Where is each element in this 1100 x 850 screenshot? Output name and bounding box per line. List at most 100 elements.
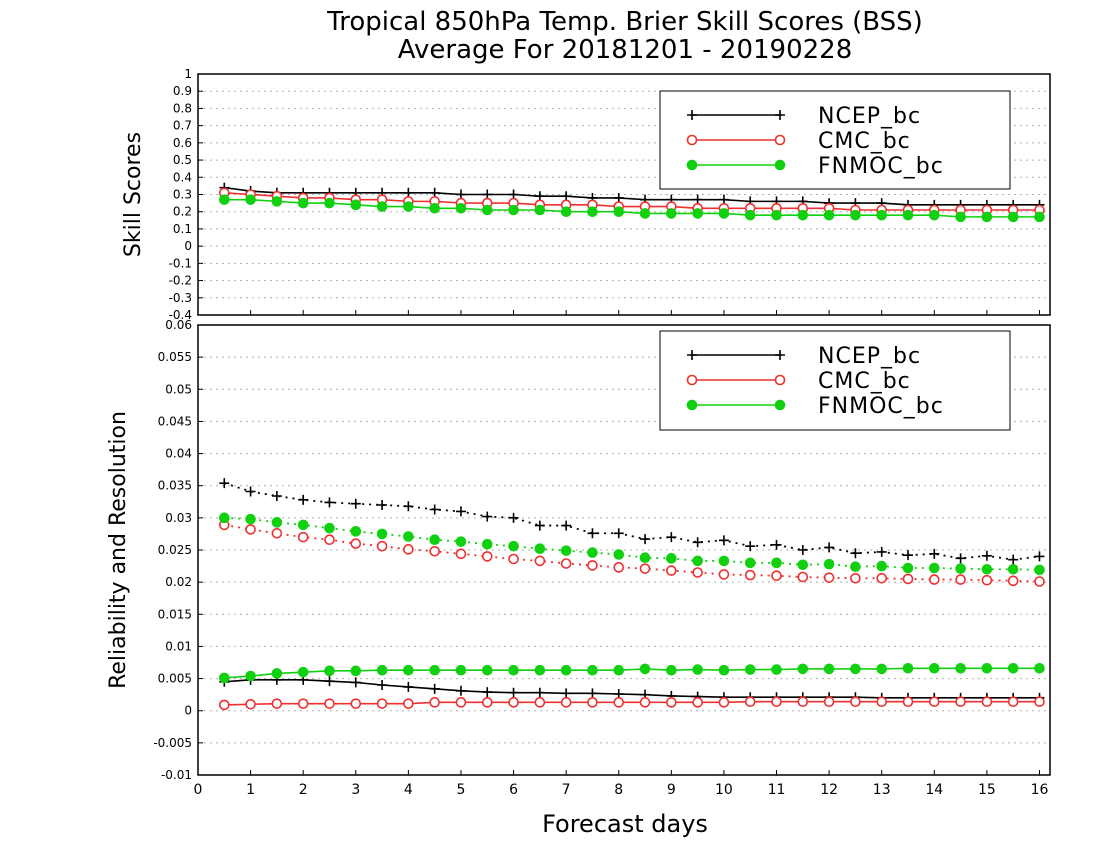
data-point	[613, 697, 625, 708]
data-point	[797, 209, 809, 221]
data-point	[718, 535, 729, 546]
data-point	[429, 683, 440, 694]
x-tick-label: 15	[978, 782, 996, 798]
y-tick-label: 0.025	[158, 543, 192, 557]
data-point	[928, 562, 940, 574]
legend-label: NCEP_bc	[818, 104, 921, 129]
data-point	[692, 555, 703, 567]
data-point	[587, 688, 598, 699]
data-point	[745, 541, 756, 552]
chart-title-line1: Tropical 850hPa Temp. Brier Skill Scores…	[326, 7, 923, 37]
legend-item-ncep: NCEP_bc	[687, 344, 920, 369]
y-tick-label: -0.005	[153, 736, 192, 750]
data-point	[455, 685, 466, 696]
y-tick-label: 0	[184, 704, 192, 718]
legend-marker	[775, 350, 785, 360]
data-point	[403, 501, 414, 512]
data-point	[324, 522, 335, 534]
data-point	[377, 500, 388, 510]
series-fnmoc-reliability	[218, 512, 1045, 576]
data-point	[666, 532, 677, 543]
data-point	[981, 550, 992, 561]
data-point	[823, 558, 835, 570]
data-point	[271, 196, 283, 207]
data-point	[876, 572, 888, 584]
data-point	[350, 665, 362, 677]
data-point	[744, 209, 756, 221]
y-tick-label: 0.04	[165, 447, 192, 461]
data-point	[981, 662, 993, 674]
data-point	[1007, 662, 1019, 674]
data-point	[771, 557, 782, 569]
x-tick-label: 2	[299, 782, 308, 798]
data-point	[613, 206, 625, 218]
data-point	[534, 520, 545, 531]
y-tick-label: 0.6	[173, 136, 192, 150]
data-point	[718, 555, 730, 567]
x-tick-label: 8	[614, 782, 623, 798]
data-point	[1008, 554, 1019, 565]
y-axis-label: Reliability and Resolution	[106, 411, 131, 689]
data-point	[850, 548, 861, 559]
y-tick-label: -0.01	[161, 768, 192, 782]
data-point	[350, 698, 362, 709]
data-point	[1034, 551, 1045, 562]
data-point	[508, 204, 519, 216]
data-point	[692, 537, 703, 548]
data-point	[928, 574, 940, 585]
y-axis-label: Skill Scores	[121, 132, 146, 257]
data-point	[403, 664, 414, 676]
data-point	[508, 697, 519, 708]
data-point	[771, 570, 782, 582]
legend-marker	[687, 110, 697, 120]
data-point	[534, 555, 546, 567]
data-point	[587, 528, 598, 539]
data-point	[771, 696, 782, 708]
data-point	[876, 696, 888, 708]
legend-marker	[686, 159, 698, 171]
x-tick-label: 14	[925, 782, 943, 798]
data-point	[902, 696, 914, 708]
data-point	[297, 197, 309, 209]
data-point	[455, 664, 467, 676]
data-point	[324, 665, 335, 677]
data-point	[350, 538, 362, 549]
data-point	[218, 194, 230, 205]
y-tick-label: -0.2	[169, 274, 192, 288]
chart-title-line2: Average For 20181201 - 20190228	[398, 35, 853, 65]
data-point	[324, 197, 335, 209]
data-point	[534, 687, 545, 698]
data-point	[823, 572, 835, 583]
data-point	[1034, 564, 1045, 576]
data-point	[692, 567, 703, 578]
data-point	[376, 664, 388, 676]
data-point	[955, 563, 966, 574]
legend-marker	[774, 134, 786, 146]
data-point	[955, 662, 966, 674]
y-tick-label: 0.1	[173, 222, 192, 236]
data-point	[350, 677, 361, 688]
data-point	[561, 688, 572, 699]
y-tick-label: 0.005	[158, 672, 192, 686]
series-cmc-reliability	[218, 519, 1045, 587]
data-point	[929, 548, 940, 559]
data-point	[403, 681, 414, 692]
data-point	[850, 696, 861, 708]
data-point	[377, 680, 388, 690]
data-point	[403, 531, 414, 542]
data-point	[639, 697, 651, 708]
data-point	[692, 208, 703, 219]
data-point	[218, 512, 230, 524]
data-point	[508, 664, 519, 676]
x-tick-label: 16	[1031, 782, 1049, 798]
data-point	[666, 565, 677, 576]
x-tick-label: 6	[509, 782, 518, 798]
data-point	[271, 668, 283, 679]
data-point	[876, 546, 887, 557]
reliability-resolution-panel: -0.01 -0.005 0 0.005 0.01 0.015 0.02 0.025 0.03 0…	[106, 318, 1051, 798]
data-point	[218, 672, 230, 684]
data-point	[560, 697, 572, 708]
y-tick-label: 0.7	[173, 119, 192, 133]
